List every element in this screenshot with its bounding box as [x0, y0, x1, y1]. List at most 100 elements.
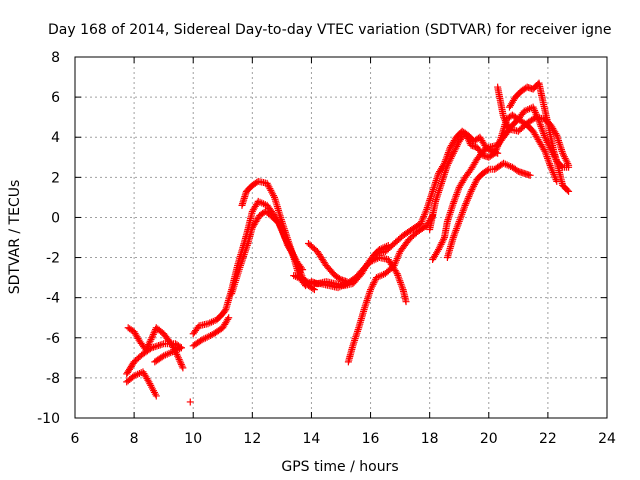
data-point: [500, 113, 508, 121]
data-point: [368, 282, 376, 290]
data-point: [470, 180, 478, 188]
data-point: [224, 315, 232, 323]
data-point: [448, 151, 456, 159]
data-point: [562, 156, 570, 164]
data-point: [225, 314, 233, 322]
data-point: [468, 186, 476, 194]
y-tick-label: -8: [46, 371, 60, 387]
y-tick-label: -2: [46, 251, 60, 267]
data-point: [367, 284, 375, 292]
data-point: [503, 120, 511, 128]
data-point: [438, 239, 446, 247]
data-point: [367, 286, 375, 294]
data-point: [451, 146, 459, 154]
data-point: [444, 160, 452, 168]
data-point: [471, 179, 479, 187]
y-tick-label: -6: [46, 331, 60, 347]
data-point: [198, 336, 206, 344]
y-tick-label: 8: [51, 50, 60, 66]
data-point: [504, 122, 512, 130]
y-tick-label: 0: [51, 210, 60, 226]
data-point: [176, 357, 184, 365]
data-point: [221, 307, 229, 315]
data-point: [561, 154, 569, 162]
y-tick-labels: -10 -8 -6 -4 -2 0 2 4 6 8: [37, 50, 60, 427]
data-point: [179, 364, 187, 372]
data-point: [483, 166, 491, 174]
data-point: [435, 244, 443, 252]
data-point: [200, 335, 208, 343]
data-point: [310, 286, 318, 294]
data-point: [177, 359, 185, 367]
data-point: [470, 182, 478, 190]
data-point: [483, 144, 491, 152]
y-tick-label: -10: [37, 411, 60, 427]
data-point: [563, 158, 571, 166]
data-point: [147, 335, 155, 343]
data-point: [169, 342, 177, 350]
data-point: [540, 146, 548, 154]
data-point: [144, 341, 152, 349]
data-point: [565, 161, 573, 169]
x-tick-label: 6: [71, 431, 80, 447]
data-point: [435, 246, 443, 254]
data-point: [452, 144, 460, 152]
x-tick-labels: 6 8 10 12 14 16 18 20 22 24: [71, 431, 616, 447]
data-point: [502, 118, 510, 126]
data-point: [450, 148, 458, 156]
data-point: [446, 156, 454, 164]
x-axis-title: GPS time / hours: [281, 459, 398, 475]
data-point: [178, 362, 186, 370]
data-point: [143, 344, 151, 352]
data-point: [464, 134, 472, 142]
data-point: [145, 339, 153, 347]
x-tick-label: 14: [303, 431, 321, 447]
data-point: [201, 334, 209, 342]
data-point: [149, 330, 157, 338]
data-point: [564, 160, 572, 168]
data-point: [449, 149, 457, 157]
data-point: [369, 280, 377, 288]
data-point: [177, 344, 185, 352]
x-tick-label: 8: [130, 431, 139, 447]
chart-title: Day 168 of 2014, Sidereal Day-to-day VTE…: [48, 22, 611, 38]
data-marks: [123, 79, 573, 406]
data-point: [336, 275, 344, 283]
data-point: [448, 153, 456, 161]
data-point: [453, 142, 461, 150]
x-tick-label: 16: [362, 431, 380, 447]
data-point: [402, 298, 410, 306]
data-point: [152, 392, 160, 400]
y-tick-label: 6: [51, 90, 60, 106]
data-point: [299, 266, 307, 274]
data-point: [542, 135, 550, 143]
data-point: [370, 279, 378, 287]
data-point: [461, 129, 469, 137]
grid: [75, 57, 607, 418]
data-point: [144, 342, 152, 350]
data-point: [207, 331, 215, 339]
data-point: [148, 334, 156, 342]
data-point: [175, 356, 183, 364]
data-point: [440, 235, 448, 243]
data-point: [543, 137, 551, 145]
x-tick-label: 20: [480, 431, 498, 447]
data-point: [443, 161, 451, 169]
data-point: [463, 133, 471, 141]
data-point: [447, 154, 455, 162]
data-point: [203, 333, 211, 341]
data-point: [467, 187, 475, 195]
y-tick-label: -4: [46, 291, 60, 307]
data-point: [552, 130, 560, 138]
data-point: [462, 131, 470, 139]
data-point: [559, 149, 567, 157]
data-point: [513, 166, 521, 174]
data-point: [177, 361, 185, 369]
data-point: [392, 268, 400, 276]
y-axis-title: SDTVAR / TECUs: [7, 180, 23, 295]
data-point: [500, 115, 508, 123]
data-point: [436, 242, 444, 250]
plot-frame: [74, 56, 608, 419]
data-point: [174, 352, 182, 360]
